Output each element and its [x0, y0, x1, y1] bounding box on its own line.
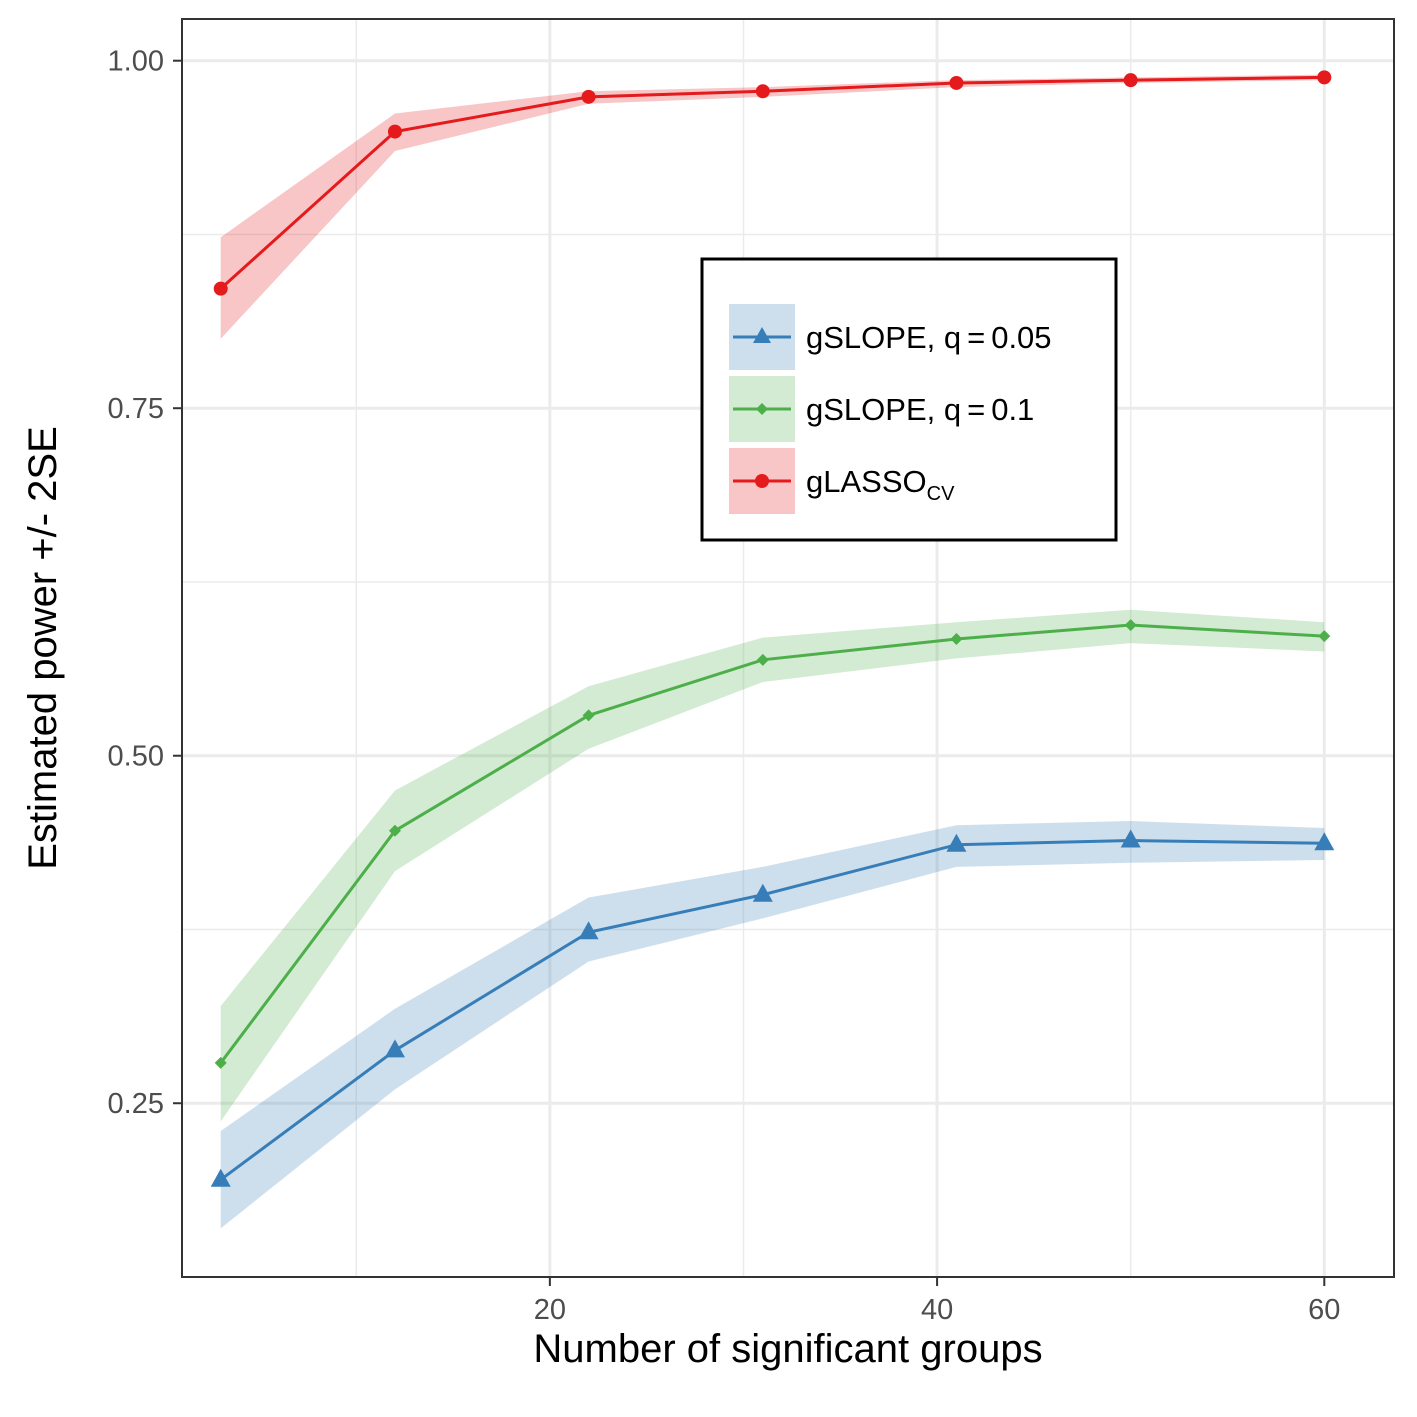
confidence-band-1	[220, 609, 1325, 1122]
legend-label-subscript: CV	[927, 483, 955, 505]
x-tick-label: 20	[534, 1294, 566, 1326]
y-tick-label: 0.25	[108, 1088, 164, 1120]
legend-label-value: 0.1	[991, 392, 1034, 427]
data-point-triangle	[946, 833, 967, 852]
legend: gSLOPE, q = 0.05 gSLOPE, q = 0.1 gLASSOCV	[700, 257, 1118, 542]
data-point-triangle	[1120, 829, 1141, 848]
x-tick-label: 60	[1308, 1294, 1340, 1326]
x-axis-title: Number of significant groups	[533, 1327, 1042, 1371]
y-tick-label: 0.50	[108, 741, 164, 773]
legend-item-glasso-cv: gLASSOCV	[729, 448, 955, 514]
legend-label-eq: =	[967, 320, 985, 355]
data-point-triangle	[1314, 832, 1335, 851]
data-point-diamond	[950, 632, 963, 645]
data-point-triangle	[210, 1168, 231, 1187]
data-point-circle	[755, 84, 770, 99]
data-point-diamond	[1318, 630, 1331, 643]
confidence-band-0	[220, 821, 1325, 1229]
data-point-diamond	[756, 653, 769, 666]
series-markers	[210, 70, 1335, 1187]
data-point-diamond	[582, 709, 595, 722]
legend-label-main: gLASSO	[806, 464, 927, 499]
data-point-circle	[1317, 70, 1332, 85]
legend-item-gslope-01: gSLOPE, q = 0.1	[729, 376, 1034, 442]
data-point-diamond	[214, 1056, 227, 1069]
x-tick-label: 40	[921, 1294, 953, 1326]
data-point-diamond	[1124, 619, 1137, 632]
data-point-circle	[1123, 73, 1138, 88]
legend-marker-triangle	[753, 327, 771, 343]
data-point-circle	[387, 124, 402, 139]
y-tick-label: 0.75	[108, 393, 164, 425]
data-point-circle	[213, 281, 228, 296]
data-point-circle	[949, 75, 964, 90]
data-point-diamond	[388, 824, 401, 837]
data-point-circle	[581, 89, 596, 104]
legend-label-value: 0.05	[991, 320, 1051, 355]
legend-marker-diamond	[756, 403, 768, 415]
legend-marker-circle	[755, 474, 769, 488]
legend-label-main: gSLOPE, q	[806, 320, 961, 355]
y-tick-label: 1.00	[108, 46, 164, 78]
legend-label-glasso-cv: gLASSOCV	[806, 464, 955, 505]
data-point-triangle	[752, 883, 773, 902]
data-point-triangle	[384, 1039, 405, 1058]
confidence-bands	[220, 74, 1325, 1229]
legend-label-eq: =	[967, 392, 985, 427]
legend-box	[700, 257, 1118, 542]
legend-label-main: gSLOPE, q	[806, 392, 961, 427]
panel-border	[181, 18, 1395, 1278]
x-axis-ticks: 20 40 60	[534, 1277, 1340, 1326]
data-point-triangle	[578, 921, 599, 940]
legend-label-gslope-01: gSLOPE, q = 0.1	[806, 392, 1034, 427]
legend-label-gslope-005: gSLOPE, q = 0.05	[806, 320, 1052, 355]
legend-item-gslope-005: gSLOPE, q = 0.05	[729, 304, 1052, 370]
y-axis-ticks: 0.25 0.50 0.75 1.00	[108, 46, 182, 1120]
y-axis-title: Estimated power +/- 2SE	[21, 426, 65, 870]
